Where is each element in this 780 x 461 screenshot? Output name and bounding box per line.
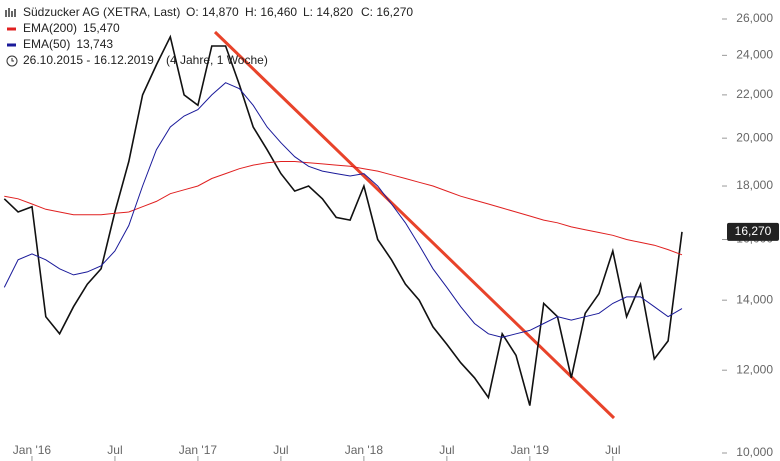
- legend: Südzucker AG (XETRA, Last) O: 14,870 H: …: [5, 5, 413, 67]
- x-tick-label: Jan '16: [13, 443, 52, 457]
- legend-label: EMA(200): [23, 21, 77, 35]
- chart-icon: [5, 8, 16, 17]
- date-range: 26.10.2015 - 16.12.2019: [23, 53, 154, 67]
- x-tick-label: Jul: [439, 443, 454, 457]
- period: (4 Jahre, 1 Woche): [166, 53, 268, 67]
- series-line: [3, 82, 683, 338]
- stat-high: H: 16,460: [245, 5, 297, 19]
- x-tick-label: Jul: [273, 443, 288, 457]
- x-tick-label: Jan '17: [179, 443, 218, 457]
- series-line: [3, 34, 683, 406]
- clock-hand: [11, 58, 14, 62]
- x-tick-label: Jan '18: [345, 443, 384, 457]
- trend-line: [213, 30, 616, 420]
- stat-open: O: 14,870: [186, 5, 239, 19]
- y-tick-label: 26,000: [736, 11, 773, 25]
- y-tick-label: 18,000: [736, 178, 773, 192]
- clock-icon: [6, 55, 18, 67]
- x-tick-label: Jul: [107, 443, 122, 457]
- legend-value: 15,470: [83, 21, 120, 35]
- legend-label: EMA(50): [23, 37, 70, 51]
- stat-close: C: 16,270: [361, 5, 413, 19]
- last-price-label: 16,270: [735, 224, 772, 238]
- y-tick-label: 20,000: [736, 130, 773, 144]
- y-tick-label: 14,000: [736, 292, 773, 306]
- y-tick-label: 10,000: [736, 445, 773, 459]
- x-tick-label: Jan '19: [511, 443, 550, 457]
- y-tick-label: 24,000: [736, 48, 773, 62]
- chart-title: Südzucker AG (XETRA, Last): [23, 5, 180, 19]
- stat-low: L: 14,820: [303, 5, 353, 19]
- series-line: [4, 161, 683, 256]
- last-price-box: [727, 222, 779, 241]
- y-tick-label: 22,000: [736, 87, 773, 101]
- legend-value: 13,743: [76, 37, 113, 51]
- x-tick-label: Jul: [605, 443, 620, 457]
- y-tick-label: 12,000: [736, 362, 773, 376]
